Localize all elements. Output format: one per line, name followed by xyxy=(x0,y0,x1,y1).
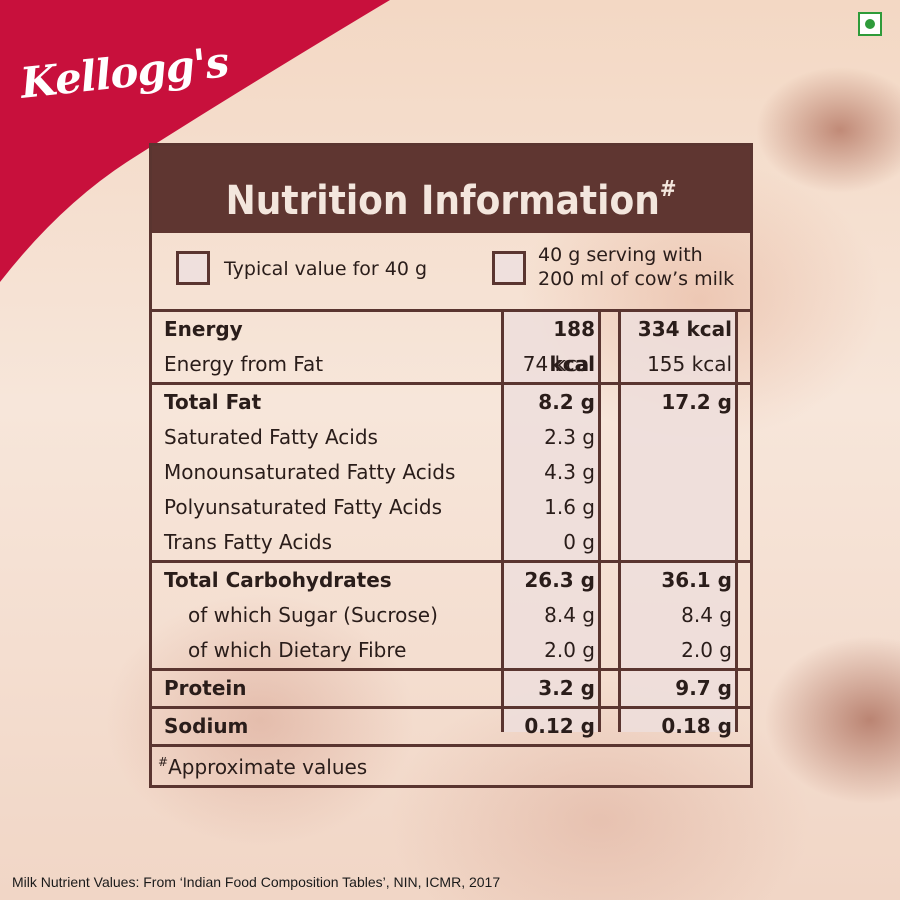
table-row: Monounsaturated Fatty Acids 4.3 g xyxy=(164,460,595,484)
table-row: Saturated Fatty Acids 2.3 g xyxy=(164,425,595,449)
panel-title: Nutrition Information# xyxy=(152,146,750,233)
legend-label-with-milk-line1: 40 g serving with xyxy=(538,244,703,266)
table-row: Polyunsaturated Fatty Acids 1.6 g xyxy=(164,495,595,519)
table-row: Sodium 0.12 g 0.18 g xyxy=(152,709,750,747)
legend-swatch-with-milk xyxy=(492,251,526,285)
footnote: #Approximate values xyxy=(158,755,368,779)
table-row: Total Carbohydrates 26.3 g 36.1 g xyxy=(164,568,732,592)
legend-label-with-milk-line2: 200 ml of cow’s milk xyxy=(538,268,735,290)
table-row: of which Sugar (Sucrose) 8.4 g 8.4 g xyxy=(188,603,732,627)
legend: Typical value for 40 g 40 g serving with… xyxy=(152,233,750,343)
table-row: Energy 188 kcal 334 kcal xyxy=(164,317,732,376)
table-row: Trans Fatty Acids 0 g xyxy=(152,525,750,563)
table-row: Total Fat 8.2 g 17.2 g xyxy=(164,390,732,414)
table-row: of which Dietary Fibre 2.0 g 2.0 g xyxy=(152,633,750,671)
veg-mark-icon xyxy=(858,12,882,36)
table-row: Energy from Fat 74 kcal 155 kcal xyxy=(152,347,750,385)
legend-swatch-40g xyxy=(176,251,210,285)
nutrition-panel: Nutrition Information# Typical value for… xyxy=(149,143,753,788)
source-note: Milk Nutrient Values: From ‘Indian Food … xyxy=(12,874,501,890)
legend-label-40g: Typical value for 40 g xyxy=(224,258,428,280)
nutrition-table: Energy 188 kcal 334 kcal Energy from Fat 74… xyxy=(152,309,750,747)
table-row: Protein 3.2 g 9.7 g xyxy=(152,671,750,709)
